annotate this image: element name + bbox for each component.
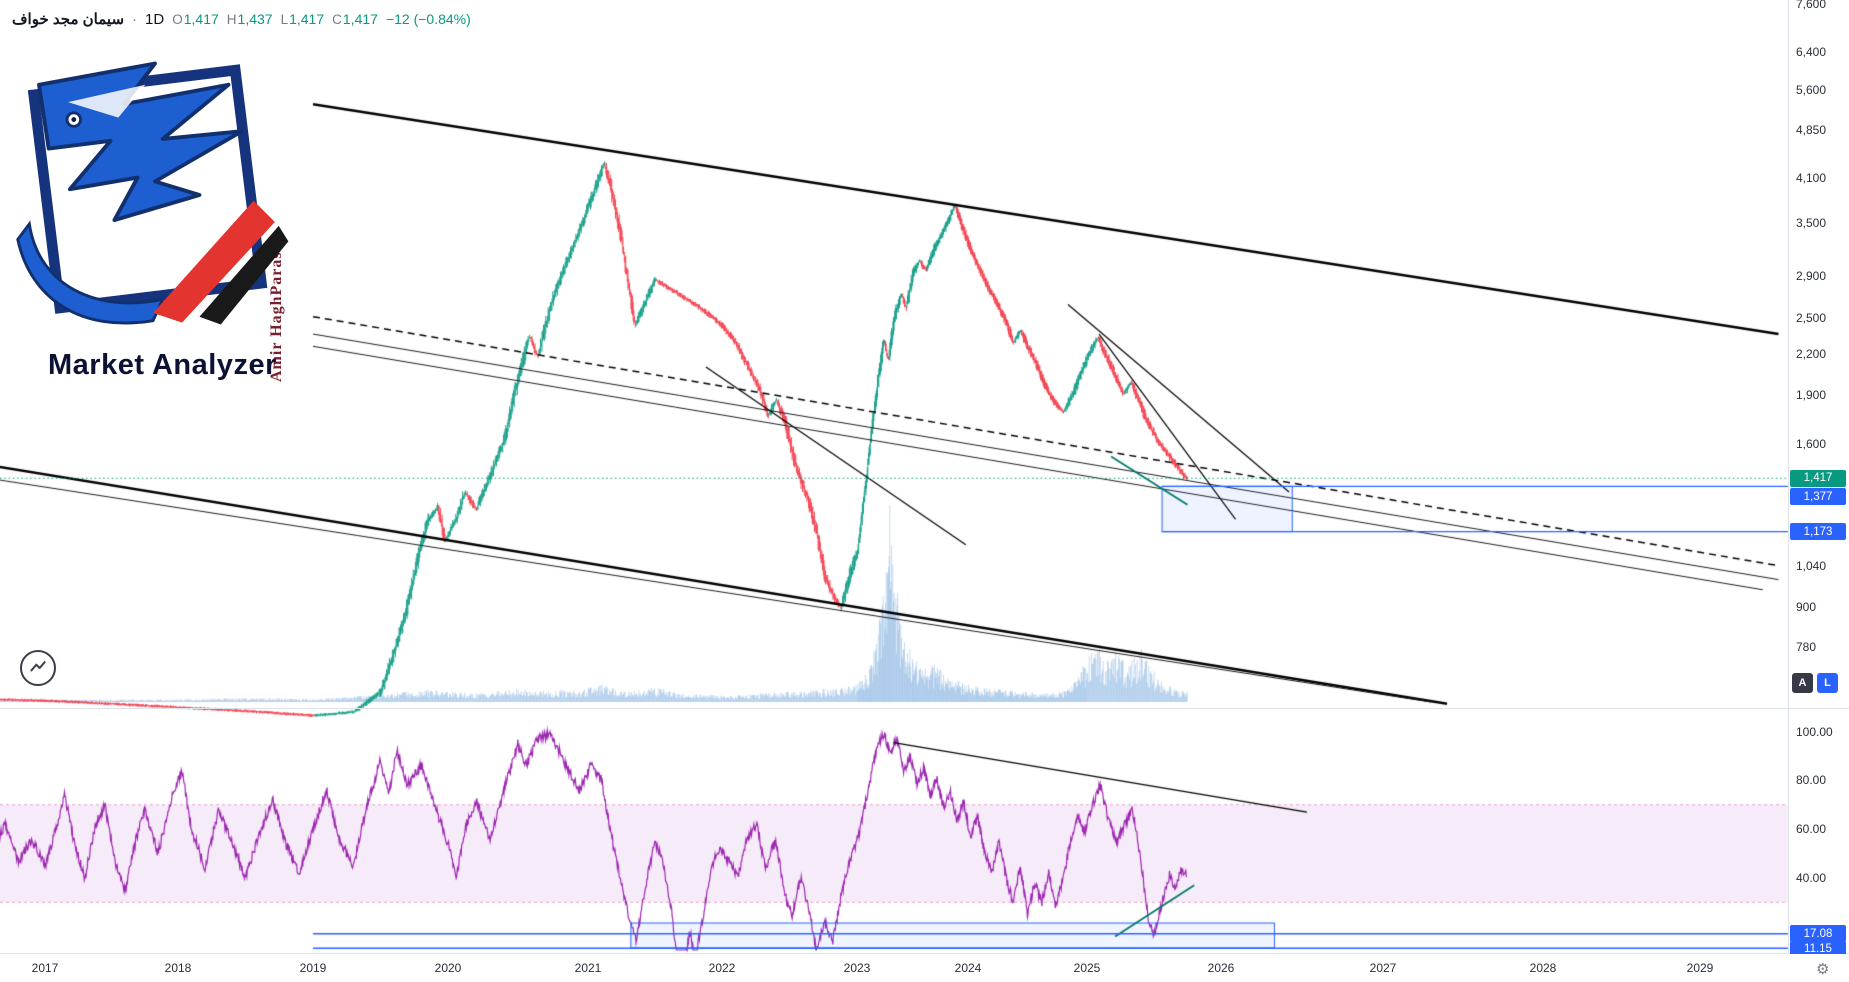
auto-scale-button[interactable]: A (1792, 673, 1813, 693)
year-tick-label: 2026 (1207, 961, 1235, 975)
price-tick-label: 1,600 (1796, 436, 1827, 451)
symbol-title[interactable]: سیمان مجد خواف (12, 11, 125, 28)
price-tick-label: 2,900 (1796, 268, 1827, 283)
time-axis[interactable]: 2017 2018 2019 2020 2021 2022 2023 2024 2025 2026… (0, 954, 1849, 982)
log-scale-button[interactable]: L (1817, 673, 1838, 693)
brand-logo: Market Analyzer (10, 34, 330, 382)
legend: سیمان مجد خواف · 1D O 1,417 H 1,437 L 1,… (12, 10, 471, 29)
zone-bottom-price-label: 1,173 (1790, 523, 1846, 541)
price-tick-label: 4,850 (1796, 123, 1827, 138)
high-value: 1,437 (237, 11, 273, 27)
open-label: O (172, 12, 183, 27)
year-tick-label: 2023 (843, 961, 871, 975)
year-tick-label: 2024 (954, 961, 982, 975)
year-tick-label: 2028 (1529, 961, 1557, 975)
close-label: C (332, 12, 342, 27)
close-pair: C 1,417 (332, 11, 378, 27)
year-tick-label: 2018 (164, 961, 192, 975)
year-tick-label: 2021 (574, 961, 602, 975)
price-tick-label: 900 (1796, 599, 1817, 614)
high-pair: H 1,437 (227, 11, 273, 27)
price-tick-label: 2,500 (1796, 310, 1827, 325)
legend-separator: · (132, 10, 138, 28)
settings-gear-icon[interactable]: ⚙ (1816, 961, 1830, 978)
high-label: H (226, 12, 237, 27)
price-tick-label: 2,200 (1796, 346, 1827, 361)
rsi-level-label-2: 11.15 (1790, 940, 1846, 958)
rsi-tick-label: 100.00 (1796, 724, 1833, 739)
rsi-tick-label: 80.00 (1796, 773, 1827, 788)
low-value: 1,417 (289, 11, 325, 27)
year-tick-label: 2022 (708, 961, 736, 975)
rsi-tick-label: 60.00 (1796, 822, 1827, 837)
eagle-logo-graphic (16, 61, 289, 325)
year-tick-label: 2017 (31, 961, 59, 975)
open-value: 1,417 (183, 11, 219, 27)
change-value: −12 (−0.84%) (385, 11, 471, 27)
price-axis[interactable]: 7,600 6,400 5,600 4,850 4,100 3,500 2,900 2,500… (1789, 0, 1849, 958)
time-axis-divider (0, 953, 1849, 954)
price-tick-label: 7,600 (1796, 0, 1827, 11)
tradingview-logo[interactable] (20, 650, 56, 686)
low-label: L (280, 12, 289, 27)
year-tick-label: 2019 (299, 961, 327, 975)
tradingview-glyph-icon (30, 661, 46, 672)
brand-title: Market Analyzer (48, 349, 277, 381)
rsi-level-label-1: 17.08 (1790, 925, 1846, 943)
price-tick-label: 1,900 (1796, 388, 1827, 403)
year-tick-label: 2029 (1686, 961, 1714, 975)
price-tick-label: 6,400 (1796, 45, 1827, 60)
price-tick-label: 5,600 (1796, 82, 1827, 97)
rsi-tick-label: 40.00 (1796, 870, 1827, 885)
low-pair: L 1,417 (281, 11, 325, 27)
close-value: 1,417 (342, 11, 378, 27)
price-tick-label: 1,040 (1796, 558, 1827, 573)
price-tick-label: 3,500 (1796, 215, 1827, 230)
zone-top-price-label: 1,377 (1790, 488, 1846, 505)
timeframe-label[interactable]: 1D (145, 10, 165, 28)
year-tick-label: 2025 (1073, 961, 1101, 975)
price-axis-divider (1788, 0, 1789, 953)
price-tick-label: 4,100 (1796, 170, 1827, 185)
year-tick-label: 2027 (1369, 961, 1397, 975)
open-pair: O 1,417 (172, 11, 219, 27)
price-tick-label: 780 (1796, 640, 1817, 654)
pane-divider[interactable] (0, 708, 1849, 709)
year-tick-label: 2020 (434, 961, 462, 975)
current-price-label: 1,417 (1790, 469, 1846, 487)
